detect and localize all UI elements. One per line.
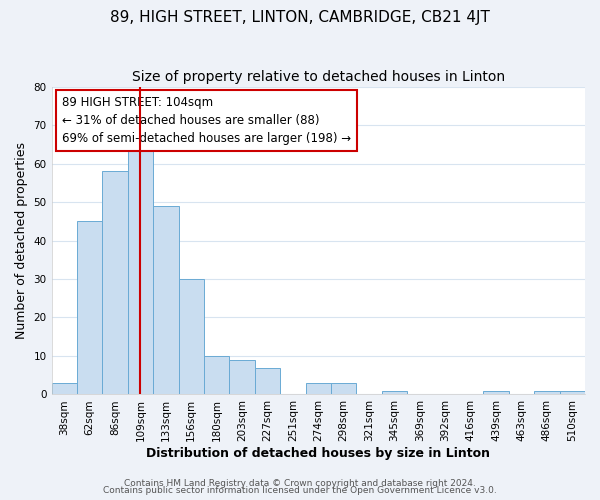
Bar (484, 390, 509, 394)
Text: Contains HM Land Registry data © Crown copyright and database right 2024.: Contains HM Land Registry data © Crown c… (124, 478, 476, 488)
Bar (331, 383, 356, 394)
Text: 89, HIGH STREET, LINTON, CAMBRIDGE, CB21 4JT: 89, HIGH STREET, LINTON, CAMBRIDGE, CB21… (110, 10, 490, 25)
Bar (103, 171, 128, 394)
Bar (305, 383, 331, 394)
Text: 89 HIGH STREET: 104sqm
← 31% of detached houses are smaller (88)
69% of semi-det: 89 HIGH STREET: 104sqm ← 31% of detached… (62, 96, 352, 145)
Bar (204, 356, 229, 395)
Bar (382, 390, 407, 394)
Bar (77, 222, 103, 394)
Bar (255, 368, 280, 394)
Title: Size of property relative to detached houses in Linton: Size of property relative to detached ho… (132, 70, 505, 84)
Bar (52, 383, 77, 394)
Y-axis label: Number of detached properties: Number of detached properties (15, 142, 28, 339)
Bar (534, 390, 560, 394)
Bar (229, 360, 255, 394)
Bar (128, 140, 153, 394)
Bar (179, 279, 204, 394)
Bar (153, 206, 179, 394)
Text: Contains public sector information licensed under the Open Government Licence v3: Contains public sector information licen… (103, 486, 497, 495)
X-axis label: Distribution of detached houses by size in Linton: Distribution of detached houses by size … (146, 447, 490, 460)
Bar (560, 390, 585, 394)
